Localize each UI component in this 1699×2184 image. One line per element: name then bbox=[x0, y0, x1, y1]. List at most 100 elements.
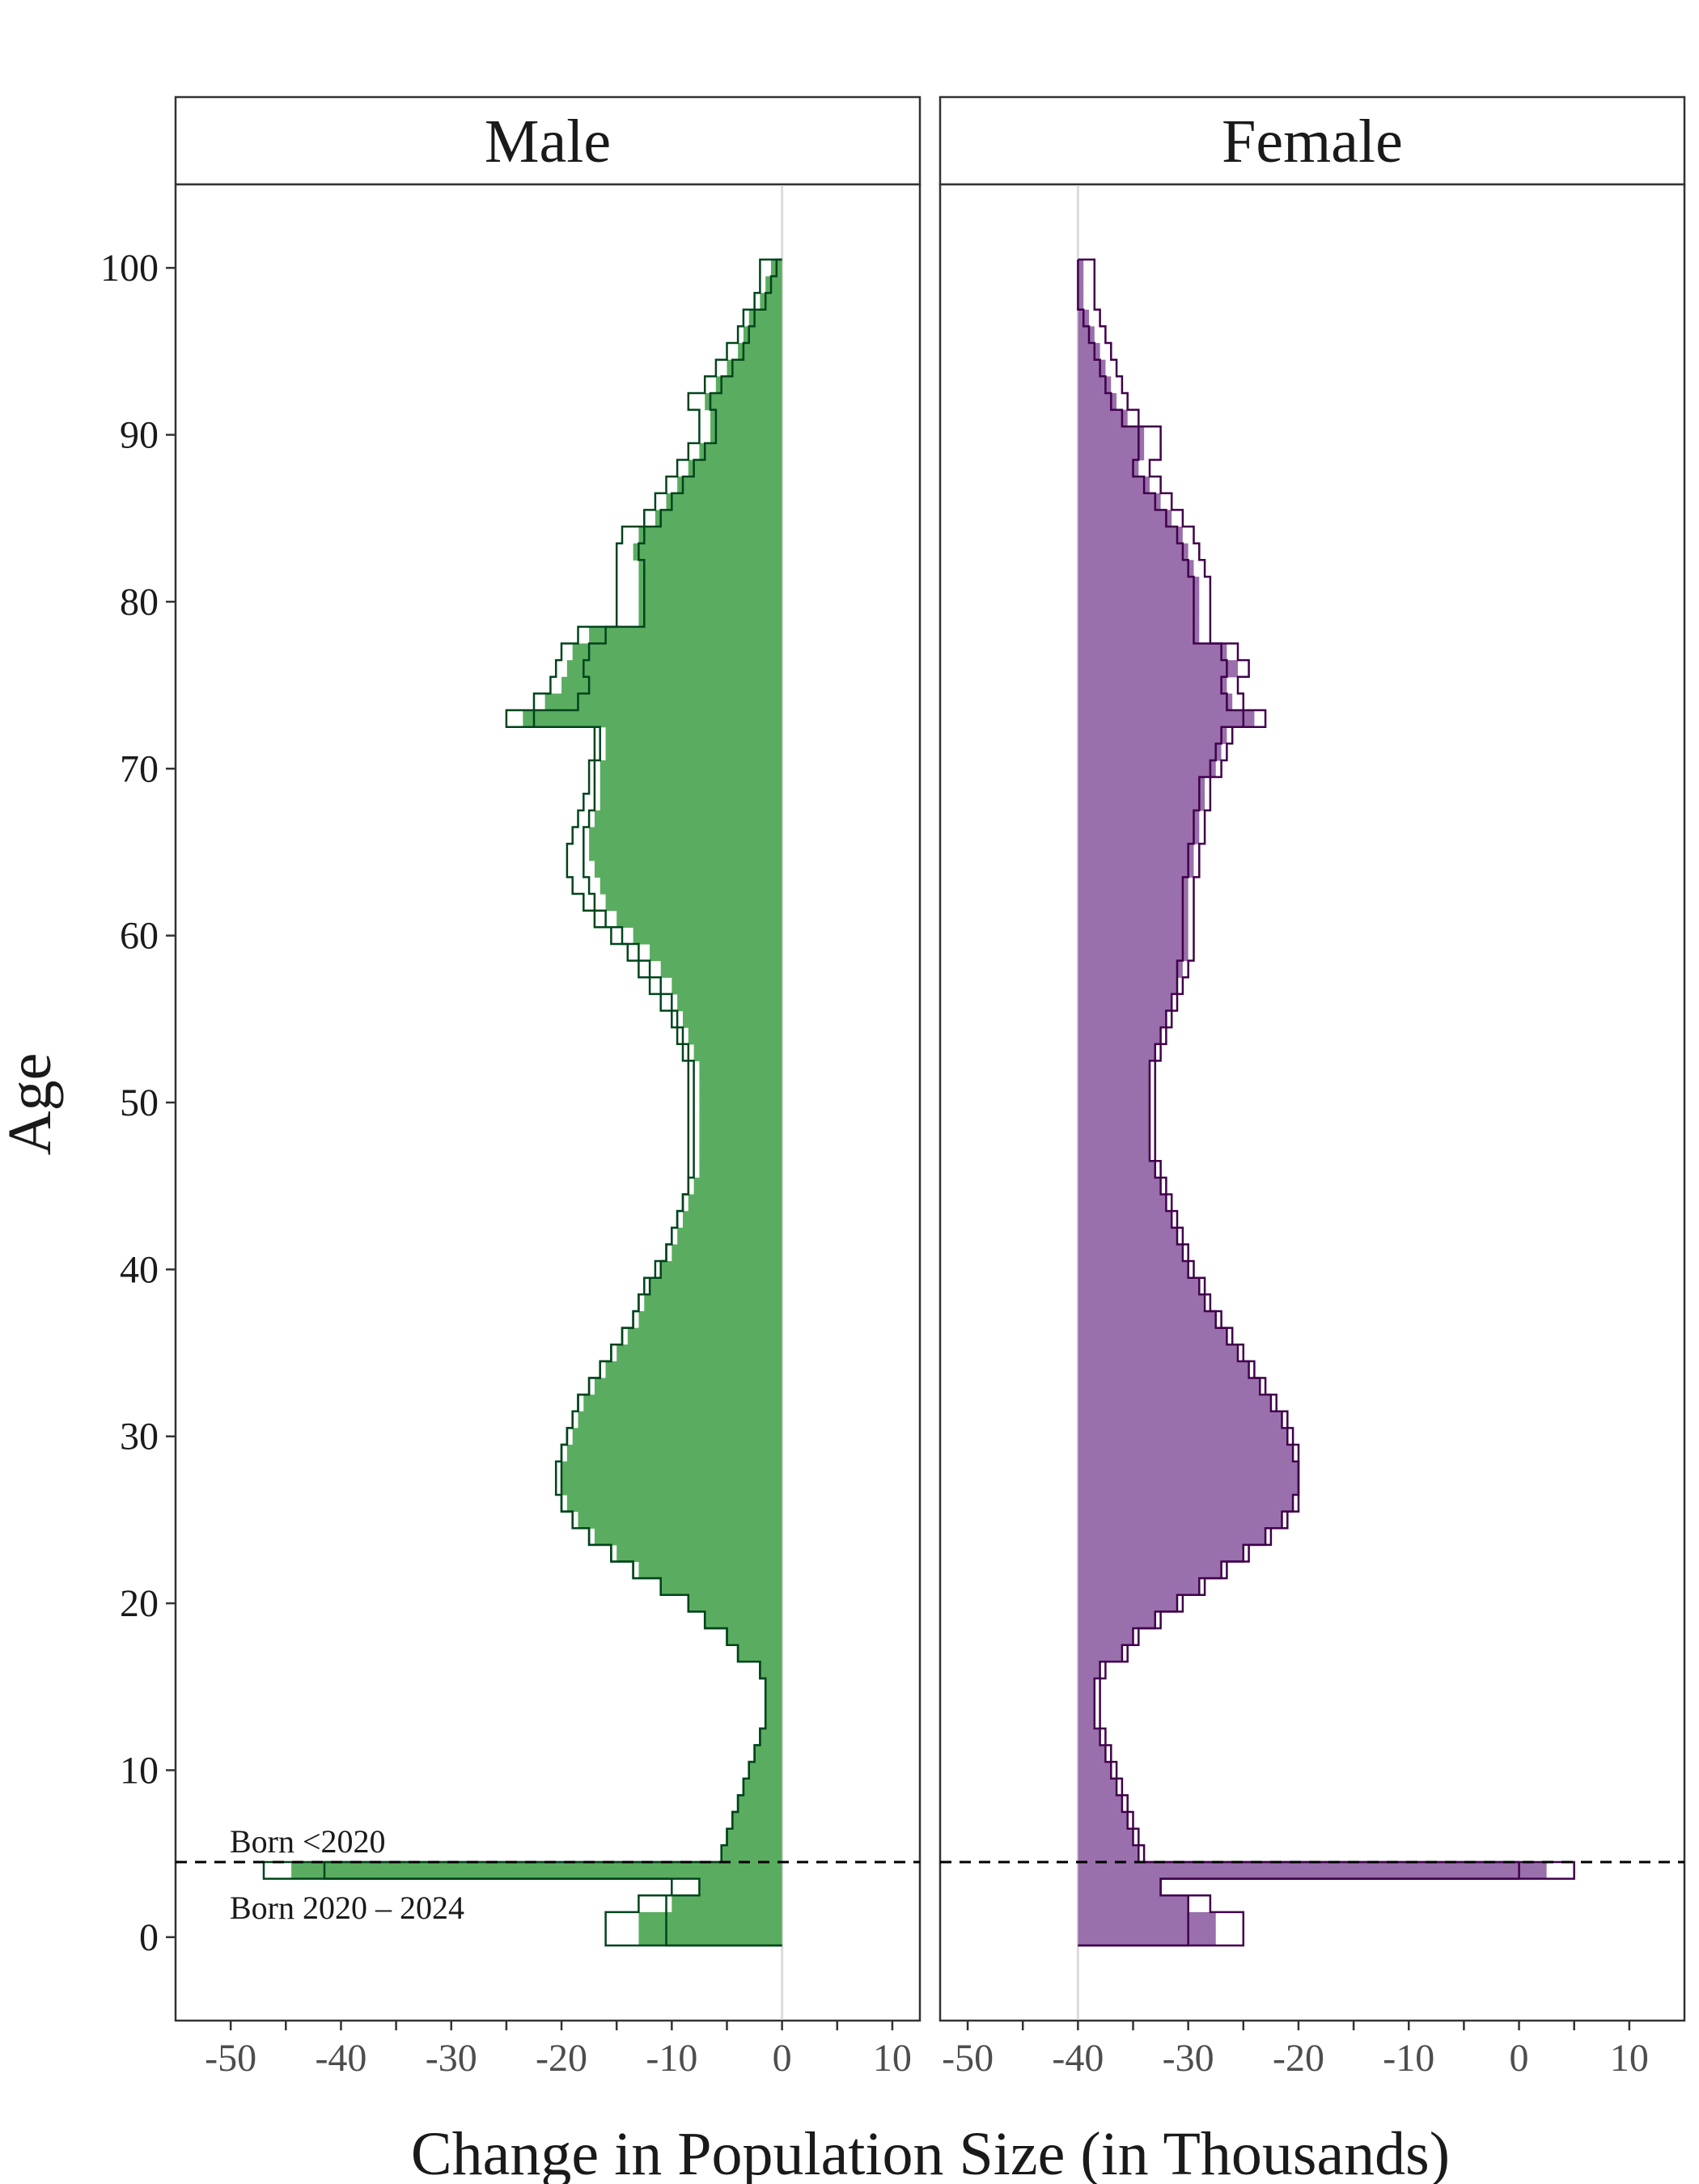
male-x-tick-label: 0 bbox=[773, 2037, 792, 2080]
male-bar bbox=[644, 1294, 782, 1312]
female-bar bbox=[1078, 1445, 1294, 1462]
female-outline-outer bbox=[1078, 258, 1575, 1947]
female-bar bbox=[1078, 276, 1084, 294]
female-bar bbox=[1078, 1494, 1294, 1513]
male-bar bbox=[688, 459, 782, 477]
male-bar bbox=[738, 343, 782, 361]
female-bar bbox=[1078, 1194, 1167, 1212]
male-bar bbox=[566, 1445, 782, 1462]
male-bar bbox=[748, 1762, 782, 1780]
male-panel: Male Born <2020 Born 2020 – 2024 -50 -40-… bbox=[174, 95, 922, 2080]
female-x-tick-label: 10 bbox=[1610, 2037, 1649, 2080]
male-bar bbox=[666, 493, 782, 511]
male-bar bbox=[633, 927, 782, 945]
female-bar bbox=[1078, 359, 1106, 377]
female-bar bbox=[1078, 1795, 1122, 1813]
female-bar bbox=[1078, 1027, 1161, 1045]
female-bar bbox=[1078, 1828, 1133, 1846]
male-bar bbox=[760, 293, 782, 311]
male-x-tick-label: -50 bbox=[205, 2037, 256, 2080]
male-bar bbox=[682, 1211, 782, 1229]
female-bar bbox=[1078, 1695, 1095, 1712]
female-bars bbox=[1078, 259, 1547, 1946]
male-bar bbox=[578, 1411, 782, 1429]
male-bar bbox=[699, 1094, 782, 1111]
male-bar bbox=[638, 610, 782, 628]
male-bar bbox=[650, 1277, 782, 1295]
female-bar bbox=[1078, 560, 1194, 578]
male-bar bbox=[633, 543, 782, 561]
female-bar bbox=[1078, 493, 1161, 511]
cohort-annotations: Born <2020 Born 2020 – 2024 bbox=[230, 1823, 464, 1926]
male-bar bbox=[677, 476, 782, 494]
male-bar bbox=[688, 1027, 782, 1045]
female-bar bbox=[1078, 726, 1227, 744]
male-bar bbox=[721, 1845, 782, 1863]
female-bar bbox=[1078, 543, 1188, 561]
male-bar bbox=[699, 1127, 782, 1145]
female-x-tick-label: -50 bbox=[942, 2037, 994, 2080]
male-bar bbox=[544, 693, 782, 711]
female-bar bbox=[1078, 643, 1227, 661]
female-bar bbox=[1078, 910, 1188, 928]
female-bar bbox=[1078, 1310, 1216, 1329]
female-bar bbox=[1078, 977, 1178, 995]
male-bar bbox=[566, 660, 782, 678]
male-bar bbox=[688, 1194, 782, 1212]
female-bar bbox=[1078, 1611, 1155, 1629]
female-bar bbox=[1078, 1911, 1216, 1930]
male-bar bbox=[605, 743, 782, 761]
female-bar bbox=[1078, 1010, 1167, 1028]
female-bar bbox=[1078, 844, 1194, 861]
female-bar bbox=[1078, 409, 1128, 427]
y-tick-label: 0 bbox=[139, 1916, 159, 1959]
male-bar bbox=[760, 1728, 782, 1746]
male-bar bbox=[677, 993, 782, 1012]
male-bar bbox=[572, 1428, 782, 1445]
y-tick-label: 20 bbox=[120, 1582, 159, 1625]
female-bar bbox=[1078, 593, 1200, 611]
y-tick-label: 10 bbox=[120, 1749, 159, 1792]
male-bar bbox=[660, 960, 782, 978]
male-bar bbox=[715, 376, 782, 394]
female-outlines bbox=[1077, 258, 1575, 1947]
male-bar bbox=[699, 1060, 782, 1078]
female-bar bbox=[1078, 1895, 1188, 1913]
male-bar bbox=[677, 1227, 782, 1246]
male-bar bbox=[748, 309, 782, 328]
male-bar bbox=[291, 1861, 782, 1880]
female-bar bbox=[1078, 1594, 1178, 1613]
female-bar bbox=[1078, 343, 1100, 361]
female-bar bbox=[1078, 1344, 1238, 1362]
female-bar bbox=[1078, 510, 1172, 527]
female-bar bbox=[1078, 960, 1183, 978]
y-tick-label: 100 bbox=[100, 247, 159, 290]
female-x-tick-label: -30 bbox=[1163, 2037, 1214, 2080]
female-bar bbox=[1078, 1845, 1139, 1863]
male-bar bbox=[589, 844, 782, 861]
male-bar bbox=[589, 827, 782, 844]
female-bar bbox=[1078, 1411, 1282, 1429]
female-bar bbox=[1078, 1928, 1216, 1946]
female-x-axis: 10 0 -10 -20 -30 -40 -50 bbox=[942, 2021, 1649, 2080]
male-bar bbox=[760, 1661, 782, 1679]
male-bar bbox=[605, 726, 782, 744]
male-x-tick-label: -10 bbox=[646, 2037, 697, 2080]
female-bar bbox=[1078, 527, 1183, 544]
female-bar bbox=[1078, 1778, 1117, 1797]
female-bar bbox=[1078, 1644, 1122, 1662]
male-bar bbox=[693, 1043, 782, 1062]
male-bar bbox=[727, 359, 782, 377]
y-axis-title: Age bbox=[0, 1053, 64, 1156]
male-bar bbox=[655, 510, 782, 527]
annotation-born-before-2020: Born <2020 bbox=[230, 1823, 386, 1860]
female-bar bbox=[1078, 1043, 1155, 1062]
y-tick-label: 80 bbox=[120, 581, 159, 624]
male-bar bbox=[566, 1494, 782, 1513]
male-bar bbox=[600, 777, 782, 794]
annotation-born-2020-2024: Born 2020 – 2024 bbox=[230, 1890, 464, 1926]
male-bar bbox=[727, 1828, 782, 1846]
female-x-tick-label: -10 bbox=[1383, 2037, 1434, 2080]
male-strip bbox=[174, 95, 922, 186]
